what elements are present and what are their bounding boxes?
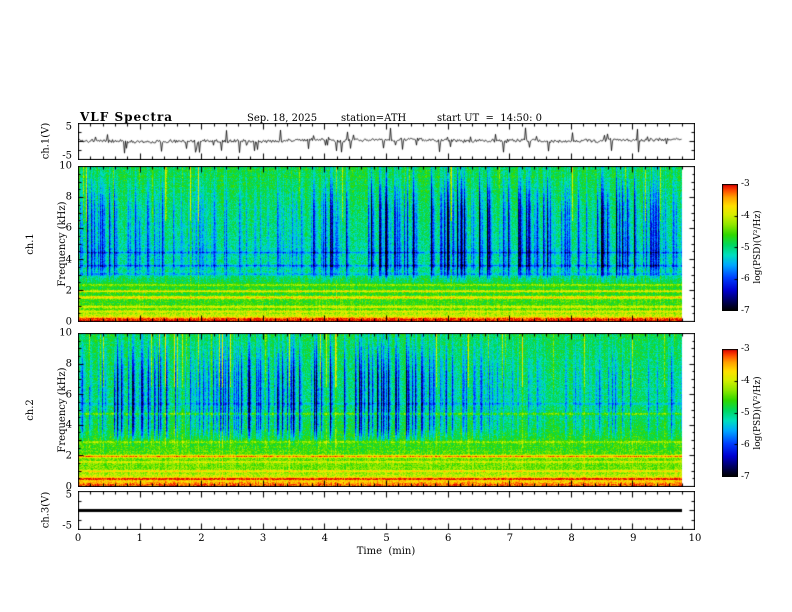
freq-tick-label: 2 — [65, 450, 72, 462]
colorbar-tick-label: -5 — [741, 242, 750, 253]
ch2-label: ch.2 — [25, 399, 36, 421]
colorbar-tick-label: -7 — [741, 472, 750, 482]
colorbar-tick-label: -7 — [741, 306, 750, 316]
time-tick-label: 7 — [506, 533, 514, 544]
freq-tick-label: 4 — [65, 254, 72, 266]
start-ut-label: start UT = 14:50: 0 — [437, 113, 543, 124]
freq-tick-label: 0 — [65, 481, 72, 493]
colorbar-ch1 — [722, 184, 738, 311]
colorbar-ch1-label: log(PSD)(V²/Hz) — [753, 210, 763, 284]
ch1-label: ch.1 — [25, 233, 36, 255]
ch3-waveform-plot — [78, 491, 695, 530]
colorbar-tick-label: -5 — [741, 408, 750, 418]
freq-tick-label: 2 — [65, 285, 72, 297]
date-label: Sep. 18, 2025 — [247, 113, 318, 124]
freq-tick-label: 8 — [65, 191, 72, 203]
colorbar-tick-label: -3 — [741, 179, 750, 189]
time-tick-label: 9 — [630, 533, 637, 544]
ch2-spectrogram-plot — [78, 333, 695, 487]
figure-title: VLF Spectra — [80, 110, 174, 124]
time-tick-label: 6 — [445, 533, 452, 544]
time-tick-label: 5 — [383, 533, 390, 544]
freq-tick-label: 10 — [59, 327, 72, 339]
ch2-frequency-axis-label: ch.2 Frequency (kHz) — [5, 367, 89, 452]
ch1-frequency-axis-label: ch.1 Frequency (kHz) — [5, 201, 89, 286]
ch1-spectrogram-plot — [78, 166, 695, 322]
volt-tick-label: -5 — [62, 520, 72, 532]
freq-tick-label: 8 — [65, 358, 72, 370]
colorbar-tick-label: -3 — [741, 344, 750, 354]
volt-tick-label: 5 — [65, 489, 72, 501]
freq-tick-label: 0 — [65, 316, 72, 328]
colorbar-ch2 — [722, 349, 738, 477]
time-tick-label: 10 — [688, 533, 702, 544]
time-tick-label: 8 — [568, 533, 575, 544]
colorbar-tick-label: -6 — [741, 274, 750, 285]
time-tick-label: 0 — [74, 533, 82, 544]
volt-tick-label: 5 — [65, 121, 72, 133]
freq-tick-label: 4 — [65, 419, 72, 431]
station-label: station=ATH — [341, 113, 407, 124]
freq-tick-label: 6 — [65, 222, 72, 234]
frequency-khz-label: Frequency (kHz) — [56, 367, 68, 453]
time-tick-label: 1 — [136, 533, 143, 544]
colorbar-tick-label: -4 — [741, 210, 750, 221]
colorbar-ch2-label: log(PSD)(V²/Hz) — [753, 376, 763, 450]
colorbar-tick-label: -4 — [741, 376, 750, 386]
frequency-khz-label: Frequency (kHz) — [56, 201, 68, 287]
time-axis-label: Time (min) — [356, 546, 416, 557]
volt-tick-label: -5 — [62, 150, 72, 162]
colorbar-tick-label: -6 — [741, 440, 750, 450]
freq-tick-label: 6 — [65, 389, 72, 401]
freq-tick-label: 10 — [59, 160, 72, 172]
time-tick-label: 3 — [259, 533, 267, 544]
ch1-waveform-plot — [78, 123, 695, 160]
time-tick-label: 4 — [321, 533, 328, 544]
time-tick-label: 2 — [198, 533, 205, 544]
